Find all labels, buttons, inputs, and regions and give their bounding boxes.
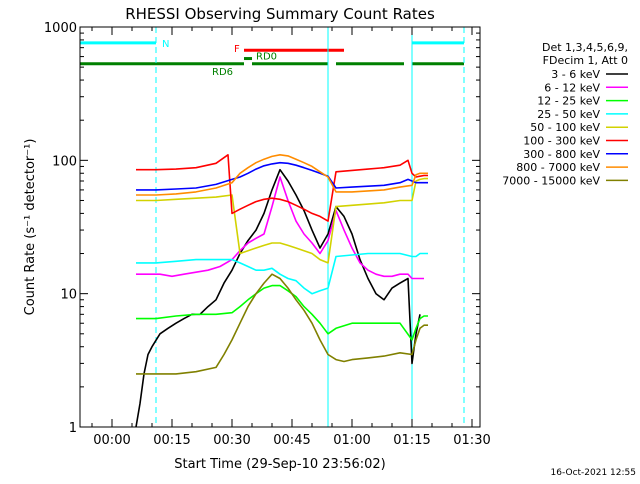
x-tick-label: 00:00 — [93, 433, 130, 448]
series-line-5 — [136, 154, 428, 222]
flag-label-rd6: RD6 — [212, 67, 233, 78]
x-tick-label: 01:30 — [453, 433, 490, 448]
legend-entry-label: 300 - 800 keV — [523, 148, 600, 161]
series-line-1 — [136, 176, 424, 280]
legend-entry-label: 6 - 12 keV — [544, 81, 600, 94]
x-axis-label: Start Time (29-Sep-10 23:56:02) — [174, 457, 385, 472]
vlines-layer — [79, 27, 465, 427]
series-line-4 — [136, 177, 428, 264]
series-layer — [135, 154, 428, 427]
chart-title: RHESSI Observing Summary Count Rates — [125, 5, 435, 23]
x-tick-label: 01:15 — [393, 433, 430, 448]
series-line-6 — [136, 161, 428, 191]
y-tick-label: 100 — [52, 154, 77, 169]
x-tick-label: 01:00 — [333, 433, 370, 448]
x-tick-label: 00:30 — [213, 433, 250, 448]
flags-layer: N F RD0 RD6 — [80, 39, 464, 78]
flag-label-rd0: RD0 — [256, 52, 277, 63]
series-line-8 — [136, 273, 428, 375]
legend-entry-label: 3 - 6 keV — [551, 68, 600, 81]
y-axis-label: Count Rate (s⁻¹ detector⁻¹) — [23, 139, 38, 316]
timestamp: 16-Oct-2021 12:55 — [551, 468, 636, 478]
x-tick-label: 00:45 — [273, 433, 310, 448]
y-tick-label: 10 — [60, 288, 77, 303]
legend: Det 1,3,4,5,6,9,FDecim 1, Att 03 - 6 keV… — [502, 41, 628, 187]
y-ticks: 1 10 100 1000 — [44, 21, 480, 436]
series-line-0 — [135, 168, 421, 427]
legend-entry-label: 50 - 100 keV — [530, 121, 600, 134]
legend-entry-label: 12 - 25 keV — [537, 95, 600, 108]
x-tick-label: 00:15 — [153, 433, 190, 448]
series-line-7 — [136, 154, 428, 196]
y-tick-label: 1 — [69, 421, 77, 436]
legend-entry-label: 800 - 7000 keV — [516, 161, 600, 174]
plot-frame — [79, 26, 481, 428]
legend-header-line: Det 1,3,4,5,6,9, — [542, 41, 628, 54]
series-line-3 — [136, 252, 428, 295]
legend-entry-label: 25 - 50 keV — [537, 108, 600, 121]
legend-entry-label: 7000 - 15000 keV — [502, 174, 600, 187]
flag-label-f: F — [234, 44, 240, 55]
x-ticks: 00:00 00:15 00:30 00:45 01:00 01:15 01:30 — [91, 27, 491, 448]
y-tick-label: 1000 — [44, 21, 77, 36]
series-line-2 — [136, 284, 428, 341]
legend-header-line: FDecim 1, Att 0 — [543, 54, 628, 67]
legend-entry-label: 100 - 300 keV — [523, 135, 600, 148]
flag-label-n: N — [162, 39, 169, 50]
